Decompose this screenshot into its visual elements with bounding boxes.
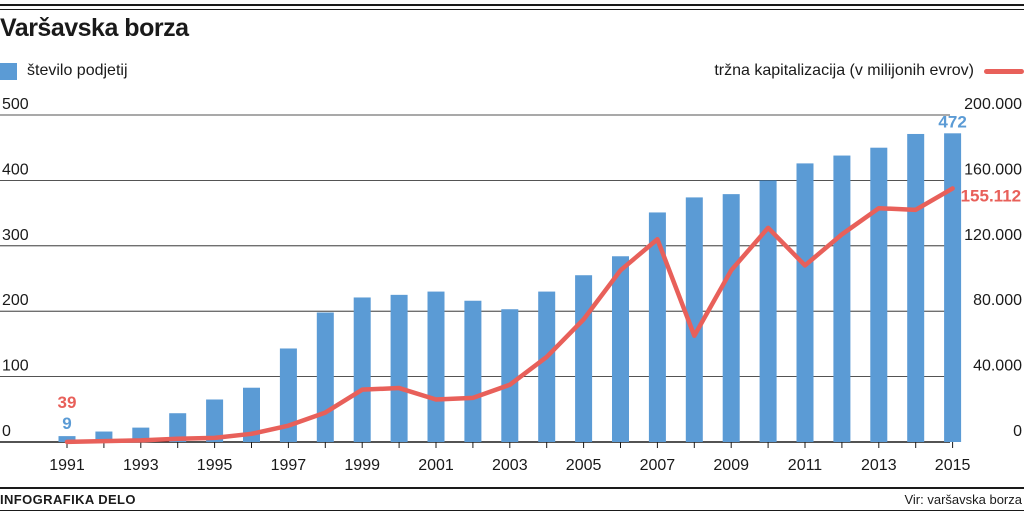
last-line-value-label: 155.112 (961, 186, 1022, 205)
first-line-value-label: 39 (58, 393, 77, 412)
x-tick-label: 2001 (418, 457, 454, 474)
y-right-tick-label: 80.000 (973, 292, 1022, 309)
bar (796, 163, 814, 442)
x-tick-label: 1997 (271, 457, 307, 474)
last-bar-value-label: 472 (938, 112, 966, 131)
y-right-tick-label: 120.000 (964, 227, 1022, 244)
bar (501, 309, 519, 442)
grid-lines (0, 114, 954, 448)
bar (759, 180, 777, 442)
bars (58, 133, 962, 442)
bar (944, 133, 962, 442)
bar (390, 294, 408, 442)
first-bar-value-label: 9 (62, 414, 71, 433)
bar (907, 133, 925, 442)
y-right-tick-label: 0 (1013, 423, 1022, 440)
y-left-tick-label: 100 (2, 358, 29, 375)
x-tick-label: 2007 (640, 457, 676, 474)
legend-line: tržna kapitalizacija (v milijonih evrov) (714, 62, 1024, 80)
x-tick-label: 2009 (713, 457, 749, 474)
bar (427, 291, 445, 442)
x-tick-label: 2011 (788, 457, 823, 474)
legend-line-swatch (984, 68, 1024, 74)
y-left-tick-label: 500 (2, 96, 29, 113)
bar (279, 348, 297, 442)
y-left-tick-label: 0 (2, 423, 11, 440)
bar (316, 312, 334, 442)
legend-bars-label: število podjetij (27, 62, 128, 79)
y-right-tick-label: 200.000 (964, 96, 1022, 113)
bar (353, 297, 371, 442)
top-rule-thin (0, 9, 1024, 10)
y-left-tick-label: 200 (2, 292, 29, 309)
y-right-tick-label: 40.000 (973, 358, 1022, 375)
chart-plot: 0 0 100 40.000 200 80.000 300 120.000 400 160.000… (0, 96, 1022, 474)
x-tick-label: 1991 (49, 457, 85, 474)
bar (538, 291, 556, 442)
legend-bar-swatch (0, 62, 17, 80)
market-cap-series-line (64, 186, 955, 445)
bar (870, 147, 888, 442)
x-tick-label: 1999 (344, 457, 380, 474)
y-right-tick-label: 160.000 (964, 161, 1022, 178)
bottom-rule (0, 487, 1024, 489)
bar (58, 436, 76, 442)
market-cap-line (64, 186, 955, 445)
x-tick-label: 2013 (861, 457, 897, 474)
y-left-tick-label: 400 (2, 161, 29, 178)
legend-bars: število podjetij (0, 62, 128, 80)
bar (95, 431, 113, 442)
bar (575, 275, 593, 442)
x-tick-label: 1995 (197, 457, 233, 474)
bar (464, 300, 482, 442)
x-tick-label: 1993 (123, 457, 159, 474)
chart-title: Varšavska borza (0, 14, 189, 42)
bar (612, 256, 629, 442)
bar (243, 387, 260, 442)
credit: INFOGRAFIKA DELO (0, 492, 136, 507)
bar (685, 197, 703, 442)
axis-labels: 0 0 100 40.000 200 80.000 300 120.000 400 160.000… (2, 96, 1022, 474)
bar (648, 212, 666, 442)
x-tick-label: 2005 (566, 457, 602, 474)
x-tick-label: 2003 (492, 457, 528, 474)
legend-line-label: tržna kapitalizacija (v milijonih evrov) (714, 62, 974, 79)
y-left-tick-label: 300 (2, 227, 29, 244)
bar (169, 413, 187, 442)
bottom-rule-thin (0, 510, 1024, 511)
top-rule (0, 4, 1024, 6)
x-tick-label: 2015 (935, 457, 971, 474)
bar (206, 399, 224, 442)
source: Vir: varšavska borza (904, 492, 1022, 507)
bar (833, 155, 851, 442)
bar (722, 194, 740, 442)
annotations: 39 9 472 155.112 (58, 112, 1022, 433)
